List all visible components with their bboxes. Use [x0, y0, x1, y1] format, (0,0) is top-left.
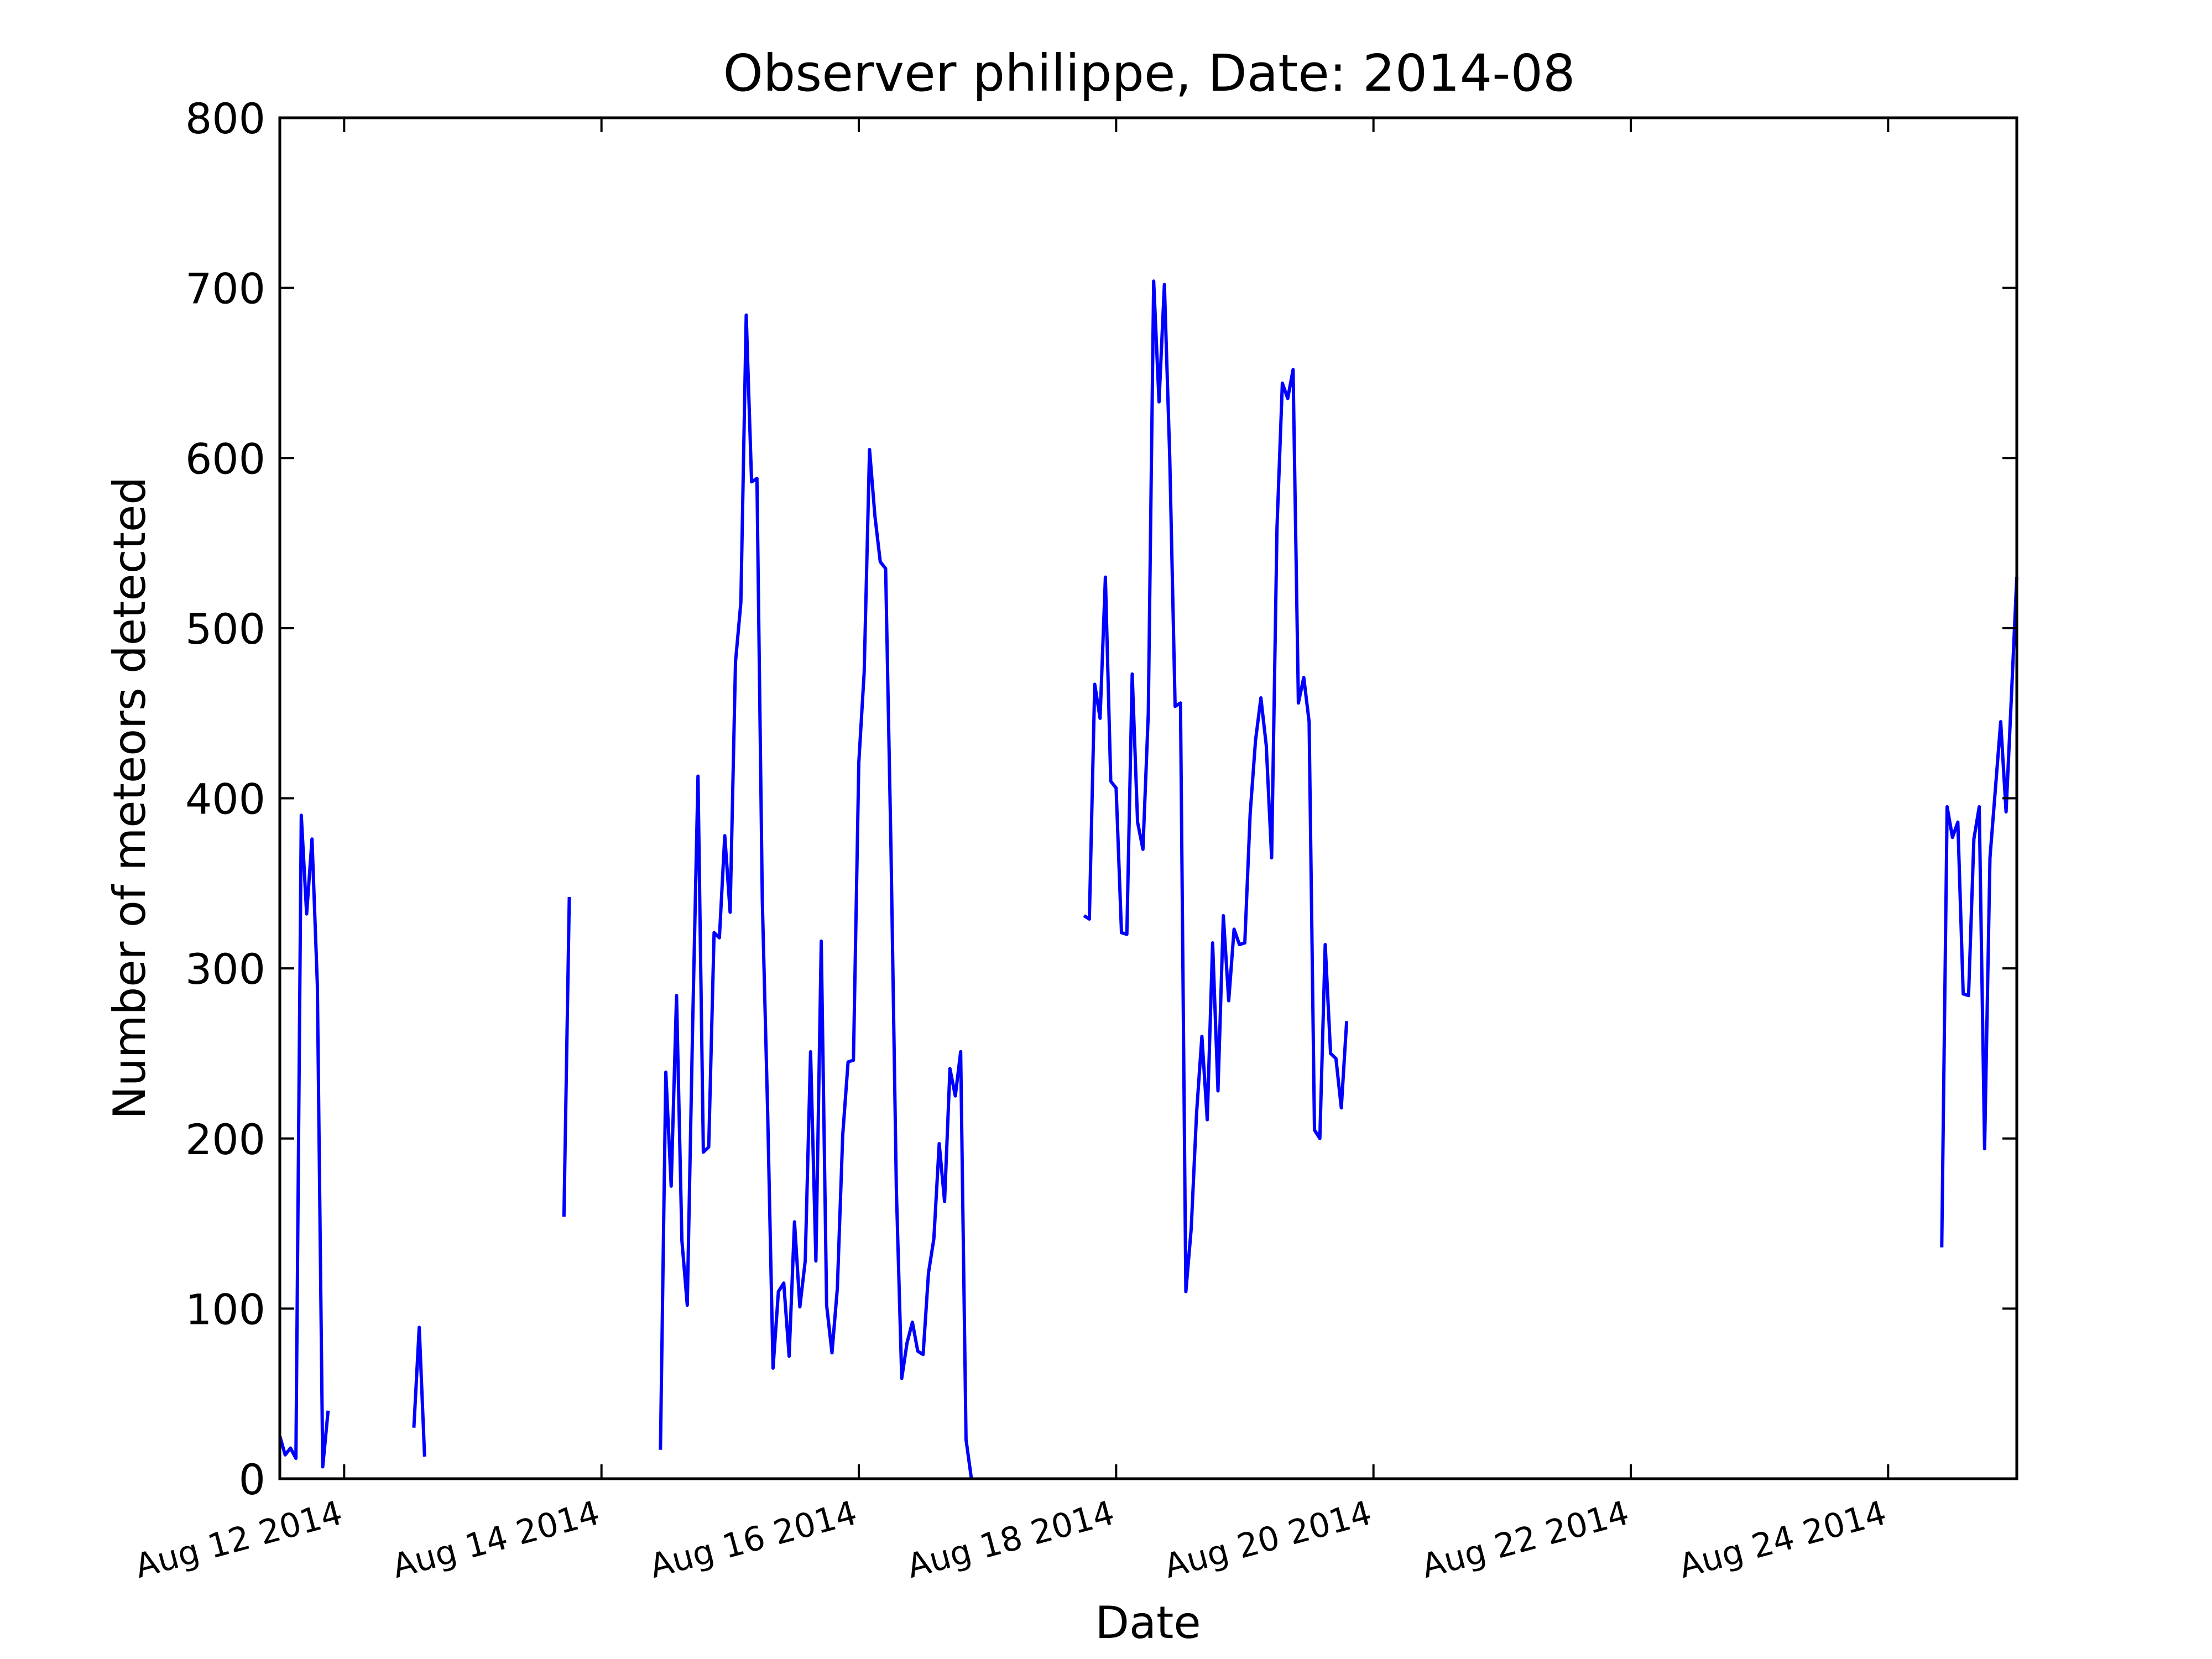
y-tick-label: 800: [185, 94, 265, 143]
series-line-segment-5: [1083, 279, 1349, 1293]
series-line-segment-3: [562, 896, 571, 1217]
x-axis-label: Date: [1095, 1597, 1201, 1648]
plot-area-frame: [278, 116, 2018, 1480]
series-line-segment-2: [412, 1326, 426, 1457]
y-tick-label: 500: [185, 604, 265, 654]
series-line-segment-4: [659, 313, 973, 1479]
y-tick-label: 0: [239, 1455, 265, 1504]
y-axis-ticks: 0 100 200 300 400 500 600 700 800: [185, 94, 2017, 1504]
y-tick-label: 100: [185, 1285, 265, 1334]
y-tick-label: 600: [185, 434, 265, 483]
series-line-segment-6: [1940, 577, 2018, 1248]
series-line-segment-1: [278, 813, 330, 1469]
y-tick-label: 700: [185, 264, 265, 314]
y-axis-label: Number of meteors detected: [104, 477, 155, 1119]
y-tick-label: 200: [185, 1115, 265, 1164]
chart-title: Observer philippe, Date: 2014-08: [723, 44, 1575, 103]
y-tick-label: 300: [185, 945, 265, 994]
data-series-layer: [278, 279, 2018, 1479]
y-tick-label: 400: [185, 775, 265, 824]
